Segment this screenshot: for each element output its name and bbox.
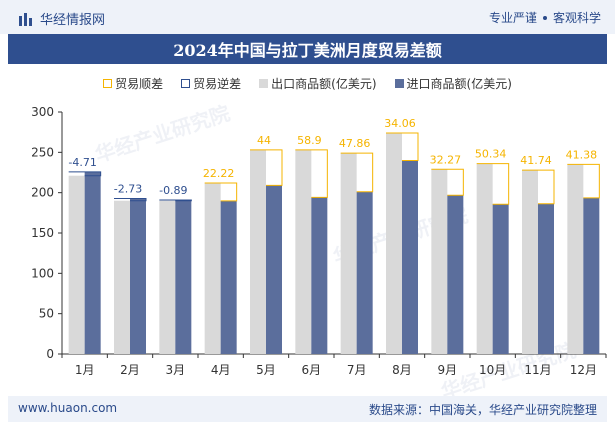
deficit-bracket	[114, 198, 147, 202]
brand: 华经情报网	[18, 9, 105, 28]
legend-export: 出口商品额(亿美元)	[259, 75, 377, 92]
tagline: 专业严谨 客观科学	[489, 9, 601, 26]
x-tick-label: 6月	[302, 363, 322, 377]
legend-export-swatch	[259, 78, 269, 88]
x-tick-label: 3月	[166, 363, 186, 377]
x-tick-label: 10月	[479, 363, 506, 377]
tag-objective: 客观科学	[552, 11, 601, 25]
legend-surplus-swatch	[103, 78, 113, 88]
export-bar	[68, 175, 85, 354]
balance-label: -4.71	[68, 156, 96, 169]
deficit-bracket	[68, 171, 102, 177]
legend-deficit-swatch	[181, 78, 191, 88]
export-bar	[250, 149, 266, 354]
export-bar	[204, 182, 221, 354]
export-bar	[295, 149, 312, 354]
balance-label: 58.9	[297, 134, 322, 147]
legend: 贸易顺差 贸易逆差 出口商品额(亿美元) 进口商品额(亿美元)	[0, 74, 615, 92]
deficit-bracket	[159, 199, 192, 202]
x-tick-label: 2月	[120, 363, 140, 377]
import-bar	[84, 171, 101, 354]
legend-import: 进口商品额(亿美元)	[394, 75, 512, 92]
export-bar	[476, 163, 493, 354]
x-tick-label: 5月	[256, 363, 276, 377]
y-tick-label: 100	[31, 266, 54, 280]
brand-name: 华经情报网	[40, 13, 106, 28]
export-bar	[340, 153, 357, 354]
import-bar	[175, 200, 192, 354]
surplus-bracket	[204, 182, 238, 202]
export-bar	[567, 164, 584, 354]
import-bar	[220, 200, 237, 354]
export-bar	[114, 200, 130, 354]
surplus-bracket	[340, 152, 374, 193]
import-bar	[130, 198, 146, 354]
y-tick-label: 300	[31, 105, 54, 119]
surplus-bracket	[431, 168, 464, 196]
legend-import-swatch	[394, 78, 404, 88]
footer-website: www.huaon.com	[18, 401, 118, 415]
y-tick-label: 50	[39, 307, 54, 321]
footer-source: 数据来源：中国海关，华经产业研究院整理	[368, 403, 597, 417]
surplus-bracket	[567, 163, 600, 199]
balance-label: 41.74	[520, 154, 552, 167]
x-tick-label: 8月	[392, 363, 412, 377]
legend-import-label: 进口商品额(亿美元)	[406, 76, 512, 91]
balance-label: 44	[257, 134, 271, 147]
import-bar	[492, 204, 509, 354]
balance-label: 47.86	[339, 137, 371, 150]
balance-label: 50.34	[475, 148, 507, 161]
footer: www.huaon.com 数据来源：中国海关，华经产业研究院整理	[8, 396, 607, 422]
x-tick-label: 12月	[570, 363, 597, 377]
balance-label: 34.06	[384, 117, 416, 130]
separator-dot-icon	[542, 15, 547, 20]
balance-label: 32.27	[430, 153, 462, 166]
balance-label: -0.89	[159, 184, 187, 197]
x-tick-label: 9月	[438, 363, 458, 377]
surplus-bracket	[386, 132, 419, 161]
x-tick-label: 11月	[524, 363, 551, 377]
legend-surplus: 贸易顺差	[103, 75, 163, 92]
surplus-bracket	[250, 149, 283, 186]
balance-label: 22.22	[203, 167, 235, 180]
surplus-bracket	[476, 163, 510, 205]
y-tick-label: 200	[31, 186, 54, 200]
export-bar	[386, 132, 402, 354]
top-bar: 华经情报网 专业严谨 客观科学	[0, 0, 615, 34]
y-tick-label: 0	[46, 347, 54, 361]
legend-surplus-label: 贸易顺差	[115, 76, 164, 91]
import-bar	[583, 197, 600, 354]
x-tick-label: 4月	[211, 363, 231, 377]
y-tick-label: 250	[31, 145, 54, 159]
import-bar	[538, 203, 554, 354]
import-bar	[266, 185, 282, 354]
legend-deficit: 贸易逆差	[181, 75, 241, 92]
chart-title: 2024年中国与拉丁美洲月度贸易差额	[8, 34, 607, 64]
import-bar	[447, 195, 464, 354]
tag-professional: 专业严谨	[488, 11, 537, 25]
export-bar	[159, 200, 176, 354]
x-tick-label: 1月	[75, 363, 95, 377]
brand-logo-icon	[19, 12, 32, 26]
legend-export-label: 出口商品额(亿美元)	[271, 76, 377, 91]
balance-label: -2.73	[114, 183, 142, 196]
import-bar	[311, 197, 328, 354]
export-bar	[431, 169, 448, 354]
surplus-bracket	[522, 169, 555, 205]
export-bar	[522, 170, 538, 354]
balance-label: 41.38	[566, 148, 598, 161]
surplus-bracket	[295, 149, 328, 198]
import-bar	[356, 191, 373, 354]
y-tick-label: 150	[31, 226, 54, 240]
legend-deficit-label: 贸易逆差	[193, 76, 242, 91]
import-bar	[402, 160, 418, 354]
x-tick-label: 7月	[347, 363, 367, 377]
